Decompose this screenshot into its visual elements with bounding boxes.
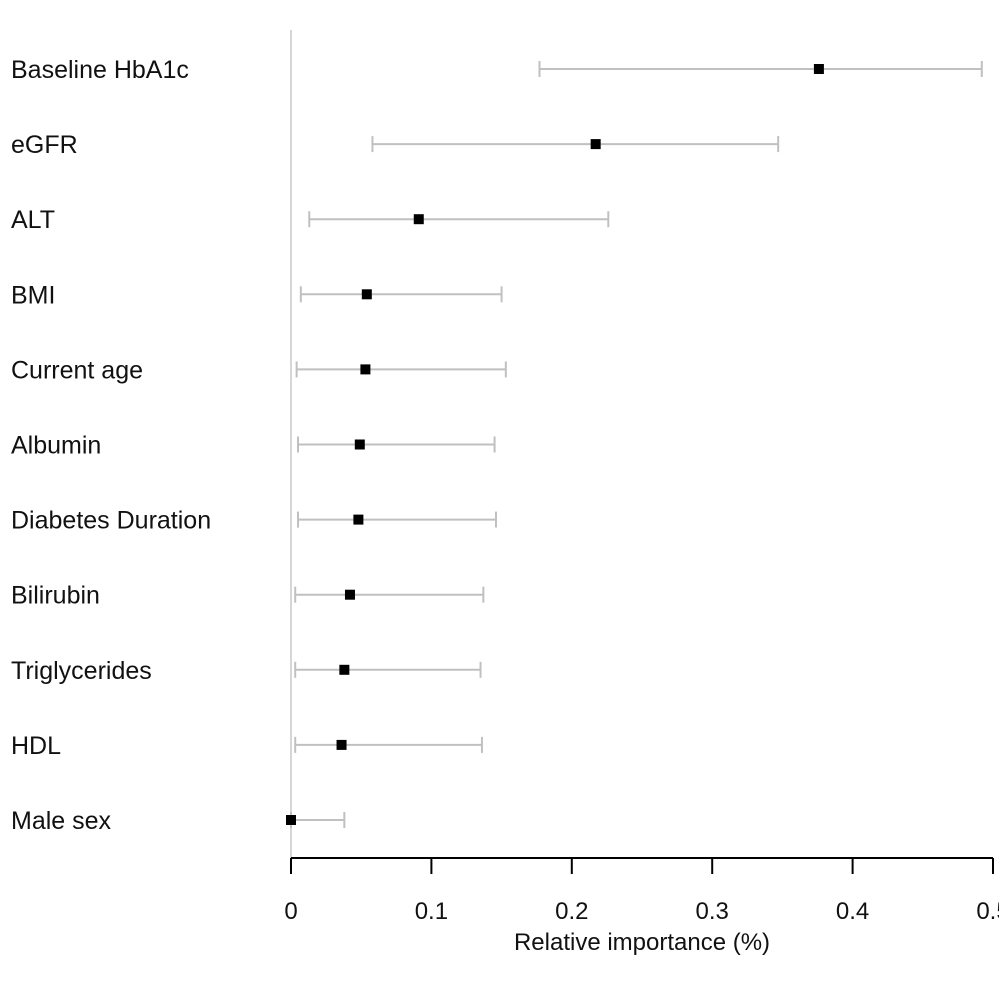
category-label: Bilirubin — [11, 582, 100, 610]
category-label: Baseline HbA1c — [11, 56, 189, 84]
error-bar — [294, 586, 485, 603]
error-bar — [294, 661, 482, 678]
error-bars-group — [290, 61, 983, 828]
point-estimate — [413, 214, 424, 225]
category-label: Current age — [11, 356, 143, 384]
point-estimate — [361, 289, 372, 300]
point-estimate — [590, 139, 601, 150]
error-bar — [299, 286, 503, 303]
x-tick-label: 0.1 — [415, 898, 448, 925]
x-tick-label: 0.4 — [836, 898, 869, 925]
category-labels-group: Baseline HbA1c eGFR ALT BMI Current age Album… — [11, 56, 211, 835]
x-tick-label: 0.2 — [555, 898, 588, 925]
category-label: BMI — [11, 281, 55, 309]
point-estimate — [286, 815, 296, 825]
category-label: Albumin — [11, 432, 101, 460]
point-estimate — [353, 514, 364, 525]
x-tick-label: 0.5 — [976, 898, 999, 925]
category-label: HDL — [11, 732, 61, 760]
x-axis-title: Relative importance (%) — [514, 929, 770, 956]
category-label: Triglycerides — [11, 657, 152, 685]
point-estimate — [813, 64, 824, 74]
category-label: eGFR — [11, 131, 78, 159]
x-axis: 0 0.1 0.2 0.3 0.4 0.5 — [284, 857, 999, 925]
error-bar — [294, 736, 483, 753]
points-group — [286, 64, 824, 825]
point-estimate — [354, 439, 365, 450]
x-tick-label: 0.3 — [696, 898, 729, 925]
point-estimate — [336, 739, 347, 750]
error-bar — [538, 61, 983, 77]
point-estimate — [339, 664, 350, 675]
error-bar — [297, 436, 496, 453]
category-label: Male sex — [11, 807, 112, 835]
error-bar — [297, 511, 497, 528]
error-bar — [295, 361, 507, 378]
error-bar — [290, 812, 346, 828]
error-bar — [308, 211, 610, 228]
category-label: ALT — [11, 206, 55, 234]
error-bar — [371, 136, 780, 153]
category-label: Diabetes Duration — [11, 507, 211, 535]
x-tick-label: 0 — [284, 898, 297, 925]
point-estimate — [360, 364, 371, 375]
point-estimate — [344, 589, 355, 600]
